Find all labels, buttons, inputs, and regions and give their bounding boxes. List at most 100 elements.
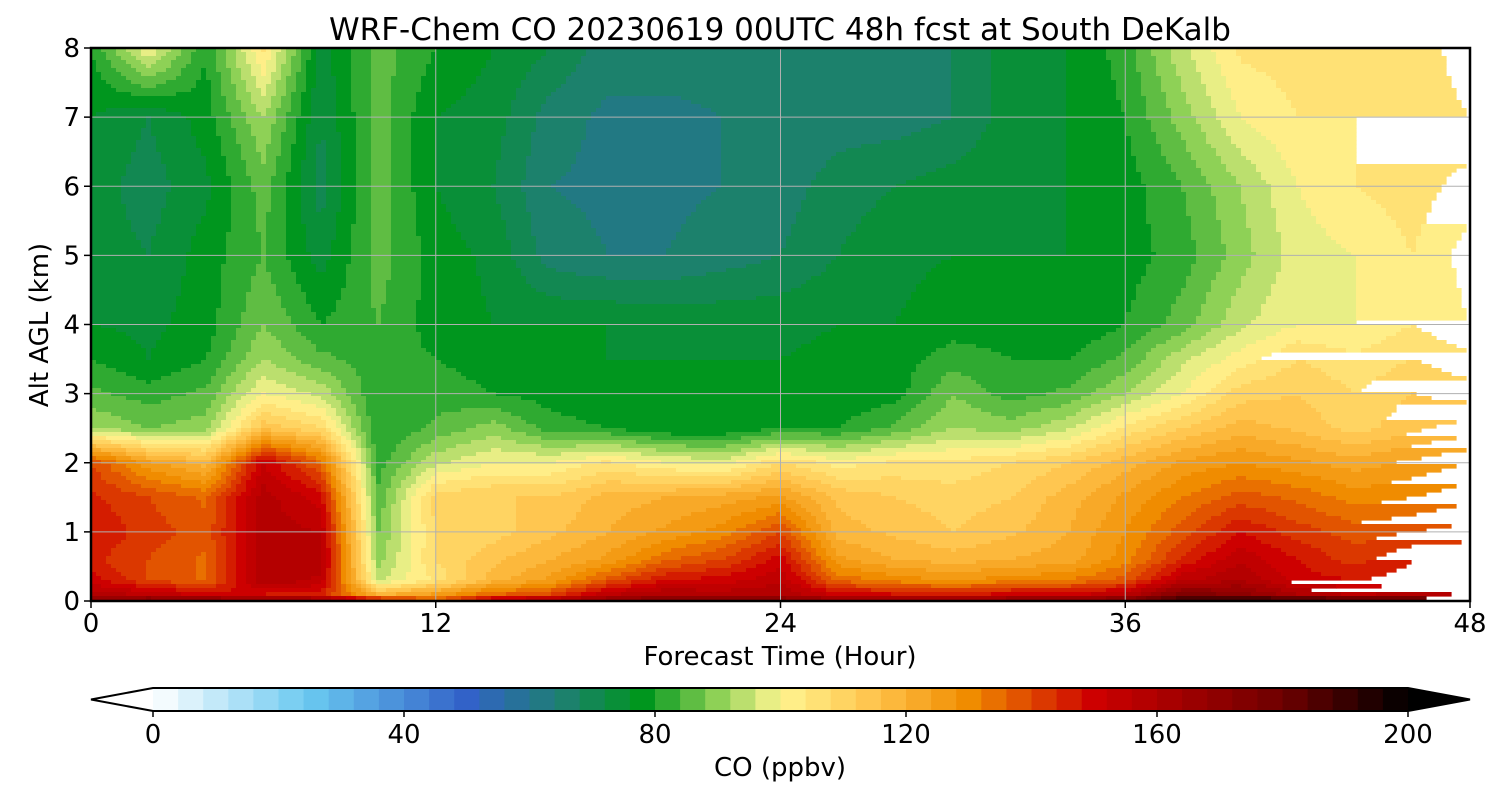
- contour-cell: [1026, 484, 1067, 489]
- contour-cell: [101, 584, 137, 589]
- contour-cell: [351, 252, 372, 257]
- contour-cell: [1211, 96, 1232, 101]
- contour-cell: [236, 60, 247, 65]
- contour-cell: [1191, 548, 1217, 553]
- contour-cell: [256, 552, 322, 557]
- contour-cell: [831, 156, 962, 161]
- contour-cell: [181, 112, 212, 117]
- contour-cell: [861, 436, 912, 441]
- contour-cell: [541, 428, 627, 433]
- contour-cell: [236, 436, 247, 441]
- contour-cell: [276, 164, 292, 169]
- contour-cell: [1141, 504, 1172, 509]
- contour-cell: [1336, 452, 1372, 457]
- contour-cell: [1221, 512, 1277, 517]
- contour-cell: [261, 436, 272, 441]
- contour-cell: [196, 556, 207, 561]
- contour-cell: [1066, 532, 1097, 537]
- contour-cell: [371, 228, 392, 233]
- contour-cell: [1216, 212, 1247, 217]
- contour-cell: [356, 112, 372, 117]
- contour-cell: [526, 580, 557, 585]
- contour-cell: [296, 140, 307, 145]
- plot-area: [89, 46, 1472, 603]
- contour-cell: [1146, 100, 1167, 105]
- contour-cell: [251, 424, 262, 429]
- contour-cell: [156, 136, 197, 141]
- contour-cell: [311, 308, 337, 313]
- contour-cell: [411, 520, 422, 525]
- contour-cell: [391, 268, 422, 273]
- contour-cell: [771, 464, 797, 469]
- contour-cell: [1171, 108, 1192, 113]
- contour-cell: [331, 240, 352, 245]
- contour-cell: [286, 112, 302, 117]
- contour-cell: [1091, 404, 1122, 409]
- contour-cell: [406, 476, 417, 481]
- contour-cell: [1151, 224, 1192, 229]
- contour-cell: [211, 476, 222, 481]
- contour-cell: [306, 464, 322, 469]
- contour-cell: [786, 524, 797, 529]
- contour-cell: [1201, 308, 1227, 313]
- contour-cell: [791, 488, 817, 493]
- contour-cell: [1356, 272, 1457, 277]
- contour-cell: [451, 104, 512, 109]
- contour-cell: [286, 192, 302, 197]
- contour-cell: [696, 588, 732, 593]
- contour-cell: [226, 500, 237, 505]
- contour-cell: [1296, 520, 1352, 525]
- contour-cell: [421, 268, 477, 273]
- contour-cell: [186, 116, 217, 121]
- contour-cell: [286, 172, 302, 177]
- contour-cell: [621, 516, 682, 521]
- contour-cell: [1231, 536, 1257, 541]
- contour-cell: [366, 576, 372, 581]
- contour-cell: [1281, 572, 1322, 577]
- contour-cell: [1231, 96, 1287, 101]
- contour-cell: [601, 556, 627, 561]
- contour-cell: [361, 484, 367, 489]
- contour-cell: [1251, 240, 1282, 245]
- contour-cell: [91, 132, 142, 137]
- contour-cell: [981, 472, 1047, 477]
- contour-cell: [641, 452, 747, 457]
- contour-cell: [521, 396, 902, 401]
- contour-cell: [441, 192, 497, 197]
- contour-cell: [971, 456, 1047, 461]
- contour-cell: [561, 452, 642, 457]
- contour-cell: [626, 588, 662, 593]
- contour-cell: [466, 88, 517, 93]
- contour-cell: [1201, 304, 1232, 309]
- contour-cell: [436, 148, 502, 153]
- contour-cell: [191, 120, 217, 125]
- contour-cell: [451, 432, 527, 437]
- contour-cell: [341, 208, 357, 213]
- contour-cell: [341, 512, 347, 517]
- contour-cell: [121, 488, 157, 493]
- contour-cell: [181, 52, 192, 57]
- contour-cell: [286, 244, 307, 249]
- contour-cell: [261, 412, 272, 417]
- contour-cell: [271, 492, 302, 497]
- contour-cell: [296, 128, 307, 133]
- contour-cell: [336, 424, 347, 429]
- contour-cell: [341, 296, 372, 301]
- contour-cell: [136, 232, 157, 237]
- contour-cell: [236, 64, 252, 69]
- contour-cell: [366, 560, 372, 565]
- contour-cell: [271, 132, 282, 137]
- contour-cell: [346, 508, 352, 513]
- contour-cell: [901, 476, 972, 481]
- contour-cell: [326, 164, 342, 169]
- contour-cell: [1196, 60, 1217, 65]
- contour-cell: [401, 528, 412, 533]
- contour-cell: [1281, 268, 1357, 273]
- contour-cell: [376, 316, 382, 321]
- contour-cell: [361, 420, 372, 425]
- contour-cell: [426, 536, 437, 541]
- contour-cell: [926, 276, 1142, 281]
- contour-cell: [491, 316, 897, 321]
- contour-cell: [1171, 304, 1202, 309]
- contour-cell: [321, 448, 327, 453]
